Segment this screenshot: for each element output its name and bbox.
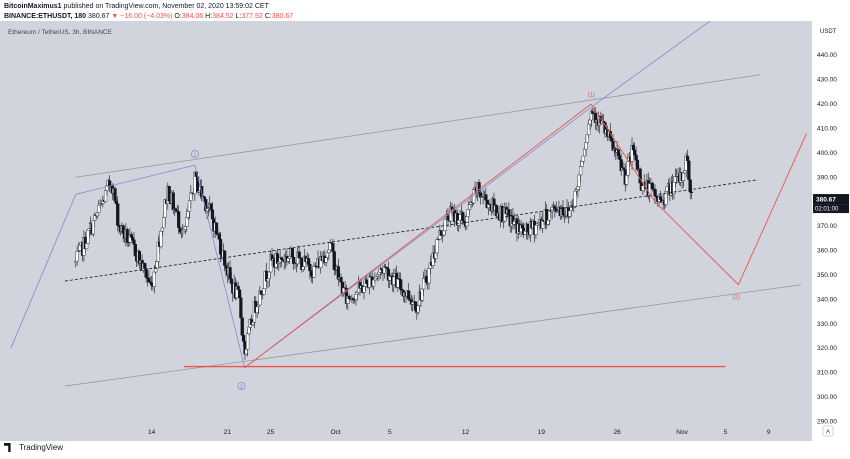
plot-area[interactable] (0, 21, 812, 441)
publish-line: BitcoinMaximus1 published on TradingView… (4, 2, 293, 12)
ohlc-close: 380.67 (271, 13, 294, 20)
ohlc-l-label: L: (235, 13, 242, 20)
author-name[interactable]: BitcoinMaximus1 (4, 3, 62, 10)
ohlc-open: 384.06 (181, 13, 204, 20)
chart-title: Ethereum / TetherUS, 3h, BINANCE (8, 29, 112, 36)
tradingview-logo-icon (4, 443, 11, 452)
publish-text: published on TradingView.com, November 0… (63, 3, 269, 10)
ohlc-o-label: O: (174, 13, 182, 20)
brand-label: TradingView (19, 443, 64, 452)
price-change: ▼ −16.00 (−4.03%) (111, 13, 173, 20)
price-axis[interactable] (812, 21, 850, 441)
ohlc-low: 377.92 (241, 13, 263, 20)
symbol-label: BINANCE:ETHUSDT, 180 (4, 13, 87, 20)
ohlc-c-label: C: (264, 13, 272, 20)
symbol-line: BINANCE:ETHUSDT, 180 380.67 ▼ −16.00 (−4… (4, 12, 293, 22)
last-price: 380.67 (88, 13, 110, 20)
tradingview-brand[interactable]: TradingView (4, 443, 63, 452)
ohlc-high: 384.52 (212, 13, 234, 20)
footer-bar (0, 441, 850, 459)
chart-header: BitcoinMaximus1 published on TradingView… (4, 2, 293, 22)
ohlc-h-label: H: (205, 13, 213, 20)
